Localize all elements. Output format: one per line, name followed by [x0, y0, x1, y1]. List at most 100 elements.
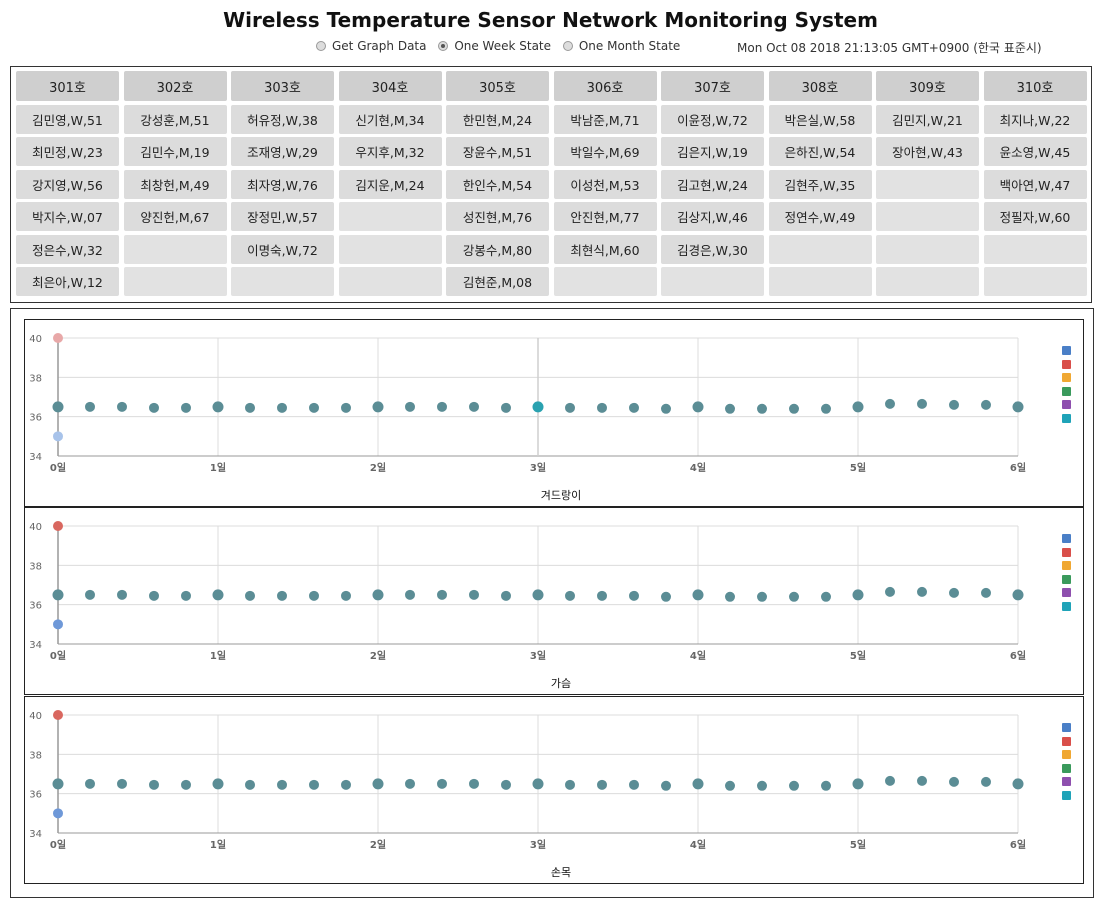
- patient-cell[interactable]: 정필자,W,60: [983, 202, 1087, 231]
- patient-cell[interactable]: 최민정,W,23: [16, 137, 119, 166]
- patient-cell[interactable]: 우지후,M,32: [338, 137, 442, 166]
- data-point: [885, 398, 895, 409]
- data-point: [469, 589, 479, 600]
- chart-wrist: 34 36 38 40 0일 1일 2일 3일 4일 5일 6일 손목: [24, 696, 1084, 884]
- patient-cell[interactable]: 장아현,W,43: [876, 137, 979, 166]
- data-point: [789, 403, 799, 414]
- patient-cell[interactable]: 윤소영,W,45: [983, 137, 1087, 166]
- data-point: [949, 776, 959, 787]
- data-point: [1012, 401, 1024, 413]
- patient-cell[interactable]: 강봉수,M,80: [446, 234, 549, 264]
- patient-cell[interactable]: 성진현,M,76: [446, 202, 549, 231]
- patient-cell[interactable]: 김은지,W,19: [661, 137, 764, 166]
- patient-cell[interactable]: 이윤정,W,72: [661, 104, 764, 134]
- patient-cell[interactable]: 이성천,M,53: [553, 169, 657, 199]
- patient-cell[interactable]: 한인수,M,54: [446, 169, 549, 199]
- patient-cell[interactable]: 백아연,W,47: [983, 169, 1087, 199]
- room-column: 310호 최지나,W,22 윤소영,W,45 백아연,W,47 정필자,W,60: [983, 71, 1087, 300]
- patient-cell[interactable]: 최자영,W,76: [231, 169, 334, 199]
- patient-cell[interactable]: 안진현,M,77: [553, 202, 657, 231]
- data-point: [149, 402, 159, 413]
- legend-swatch[interactable]: [1062, 359, 1071, 369]
- patient-cell[interactable]: 최창헌,M,49: [123, 169, 227, 199]
- empty-bed-cell: [661, 267, 764, 296]
- patient-cell[interactable]: 정은수,W,32: [16, 234, 119, 264]
- patient-cell[interactable]: 최지나,W,22: [983, 104, 1087, 134]
- patient-cell[interactable]: 정연수,W,49: [768, 202, 872, 231]
- patient-cell[interactable]: 양진헌,M,67: [123, 202, 227, 231]
- room-header[interactable]: 302호: [123, 71, 227, 101]
- legend-swatch[interactable]: [1062, 346, 1071, 355]
- empty-bed-cell: [876, 234, 979, 264]
- option-get-graph-data[interactable]: Get Graph Data: [316, 39, 426, 53]
- legend-swatch[interactable]: [1062, 763, 1071, 773]
- room-header[interactable]: 307호: [661, 71, 764, 101]
- patient-cell[interactable]: 최현식,M,60: [553, 234, 657, 264]
- x-tick-label: 3일: [530, 838, 546, 851]
- room-header[interactable]: 308호: [768, 71, 872, 101]
- legend-swatch[interactable]: [1062, 547, 1071, 557]
- room-header[interactable]: 304호: [338, 71, 442, 101]
- patient-cell[interactable]: 김현준,M,08: [446, 267, 549, 296]
- patient-cell[interactable]: 신기현,M,34: [338, 104, 442, 134]
- room-header[interactable]: 309호: [876, 71, 979, 101]
- room-header[interactable]: 303호: [231, 71, 334, 101]
- legend-swatch[interactable]: [1062, 736, 1071, 746]
- data-point: [821, 403, 831, 414]
- patient-cell[interactable]: 김고현,W,24: [661, 169, 764, 199]
- data-point: [437, 589, 447, 600]
- patient-cell[interactable]: 박남준,M,71: [553, 104, 657, 134]
- legend-swatch[interactable]: [1062, 750, 1071, 760]
- patient-cell[interactable]: 박일수,M,69: [553, 137, 657, 166]
- room-header[interactable]: 305호: [446, 71, 549, 101]
- legend-swatch[interactable]: [1062, 777, 1071, 787]
- legend-swatch[interactable]: [1062, 373, 1071, 383]
- patient-cell[interactable]: 김경은,W,30: [661, 234, 764, 264]
- legend-swatch[interactable]: [1062, 413, 1071, 423]
- patient-cell[interactable]: 박지수,W,07: [16, 202, 119, 231]
- room-header[interactable]: 301호: [16, 71, 119, 101]
- patient-cell[interactable]: 이명숙,W,72: [231, 234, 334, 264]
- patient-cell[interactable]: 김현주,W,35: [768, 169, 872, 199]
- radio-selected-icon[interactable]: [438, 41, 449, 51]
- room-header[interactable]: 306호: [553, 71, 657, 101]
- legend-swatch[interactable]: [1062, 534, 1071, 543]
- legend-swatch[interactable]: [1062, 723, 1071, 732]
- radio-icon[interactable]: [562, 41, 573, 51]
- legend-swatch[interactable]: [1062, 400, 1071, 410]
- data-point: [821, 591, 831, 602]
- empty-bed-cell: [983, 234, 1087, 264]
- legend-swatch[interactable]: [1062, 601, 1071, 611]
- legend-swatch[interactable]: [1062, 790, 1071, 800]
- patient-cell[interactable]: 장윤수,M,51: [446, 137, 549, 166]
- room-header[interactable]: 310호: [983, 71, 1087, 101]
- current-timestamp: Mon Oct 08 2018 21:13:05 GMT+0900 (한국 표준…: [737, 41, 1042, 55]
- radio-icon[interactable]: [316, 41, 326, 51]
- legend-swatch[interactable]: [1062, 574, 1071, 584]
- option-one-month-state[interactable]: One Month State: [562, 39, 680, 53]
- legend-swatch[interactable]: [1062, 588, 1071, 598]
- patient-cell[interactable]: 허유정,W,38: [231, 104, 334, 134]
- patient-cell[interactable]: 김지운,M,24: [338, 169, 442, 199]
- y-tick-label: 36: [29, 601, 42, 612]
- patient-cell[interactable]: 김민지,W,21: [876, 104, 979, 134]
- legend-swatch[interactable]: [1062, 386, 1071, 396]
- patient-cell[interactable]: 최은아,W,12: [16, 267, 119, 296]
- patient-cell[interactable]: 한민현,M,24: [446, 104, 549, 134]
- data-point: [821, 780, 831, 791]
- patient-cell[interactable]: 강성훈,M,51: [123, 104, 227, 134]
- data-point: [85, 778, 95, 789]
- patient-cell[interactable]: 은하진,W,54: [768, 137, 872, 166]
- patient-cell[interactable]: 조재영,W,29: [231, 137, 334, 166]
- patient-cell[interactable]: 김상지,W,46: [661, 202, 764, 231]
- patient-cell[interactable]: 장정민,W,57: [231, 202, 334, 231]
- x-tick-label: 6일: [1010, 649, 1026, 662]
- patient-cell[interactable]: 박은실,W,58: [768, 104, 872, 134]
- option-one-week-state[interactable]: One Week State: [438, 39, 551, 53]
- patient-cell[interactable]: 김민영,W,51: [16, 104, 119, 134]
- patient-cell[interactable]: 김민수,M,19: [123, 137, 227, 166]
- legend-swatch[interactable]: [1062, 561, 1071, 571]
- empty-bed-cell: [338, 202, 442, 231]
- patient-cell[interactable]: 강지영,W,56: [16, 169, 119, 199]
